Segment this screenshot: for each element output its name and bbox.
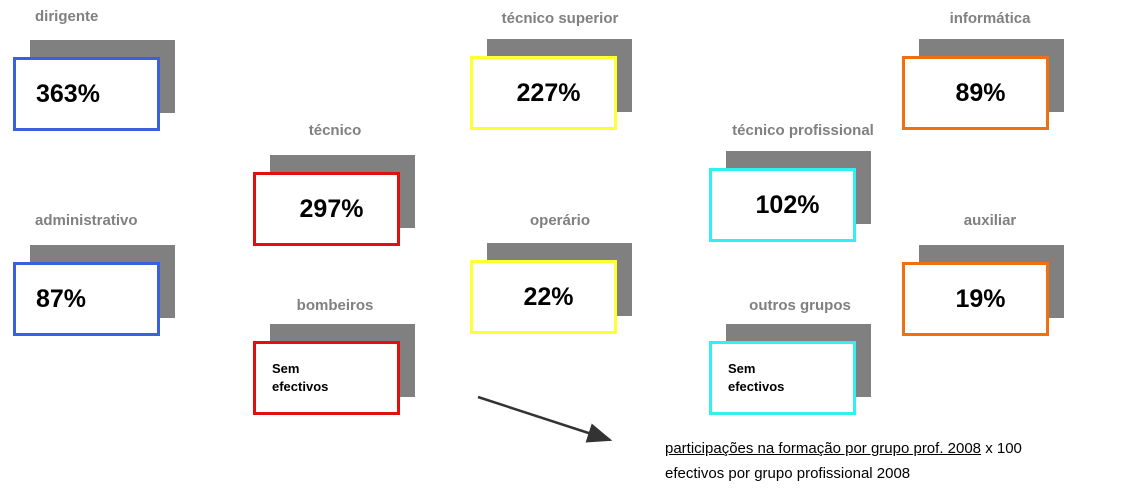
card-value: 19%: [955, 284, 1006, 313]
card-value: 22%: [523, 282, 574, 311]
factor: x 100: [985, 440, 1022, 457]
card-value: 297%: [299, 194, 364, 223]
card-value: 87%: [36, 284, 87, 313]
numerator: participações na formação por grupo prof…: [665, 440, 982, 457]
denominator: efectivos por grupo profissional 2008: [665, 465, 911, 482]
card-label: técnico profissional: [732, 122, 874, 139]
card-value: 363%: [36, 79, 100, 108]
card-box: 297%: [253, 172, 400, 246]
card-box: 102%: [709, 168, 856, 242]
card-value: 89%: [955, 78, 1006, 107]
card-box: Sem efectivos: [253, 341, 400, 415]
card-label: operário: [529, 212, 591, 229]
card-label: administrativo: [35, 212, 138, 229]
card-box: 87%: [13, 262, 160, 336]
card-box: 19%: [902, 262, 1049, 336]
card-label: técnico superior: [501, 10, 619, 27]
card-value: 227%: [516, 78, 581, 107]
card-box: 227%: [470, 56, 617, 130]
card-label: outros grupos: [749, 297, 851, 314]
card-box: 363%: [13, 57, 160, 131]
card-label: técnico: [308, 122, 362, 139]
card-box: Sem efectivos: [709, 341, 856, 415]
arrow: [477, 395, 613, 443]
card-label: informática: [949, 10, 1031, 27]
card-value: Sem efectivos: [728, 361, 785, 394]
card-box: 89%: [902, 56, 1049, 130]
card-label: dirigente: [35, 8, 99, 25]
card-box: 22%: [470, 260, 617, 334]
card-label: auxiliar: [963, 212, 1017, 229]
card-label: bombeiros: [296, 297, 374, 314]
formula-line: participações na formação por grupo prof…: [665, 440, 1022, 457]
card-value: Sem efectivos: [272, 361, 329, 394]
card-value: 102%: [755, 190, 820, 219]
